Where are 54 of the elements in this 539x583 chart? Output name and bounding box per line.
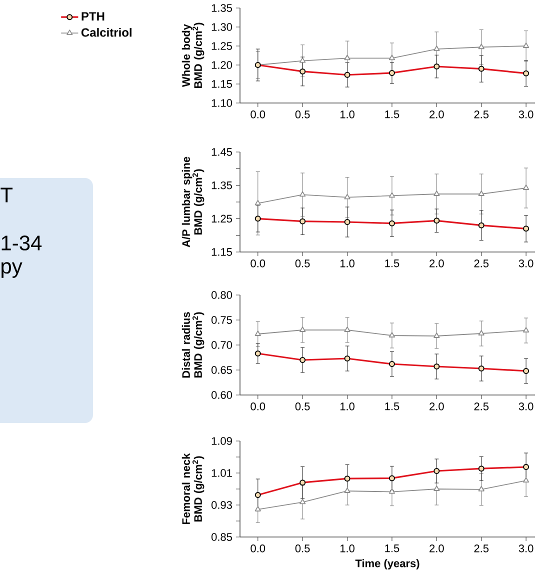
- y-tick-label: 0.80: [211, 291, 232, 299]
- x-tick-label: 0.0: [250, 544, 266, 552]
- y-tick-label: 0.75: [211, 316, 232, 324]
- text: T: [0, 188, 13, 202]
- x-tick-label: 3.0: [518, 110, 534, 118]
- x-axis-title: Time (years): [355, 559, 420, 570]
- x-tick-label: 3.0: [518, 544, 534, 552]
- y-tick-label: 1.20: [212, 61, 232, 69]
- y-tick-label: 0.60: [211, 391, 232, 399]
- y-tick-label: 1.45: [212, 148, 232, 156]
- legend-label: Calcitriol: [81, 28, 132, 37]
- y-tick-label: 1.15: [212, 80, 232, 88]
- y-tick-label: 0.65: [211, 366, 232, 374]
- x-tick-label: 0.0: [250, 260, 266, 268]
- y-tick-label: 1.09: [212, 437, 232, 445]
- y-tick-label: 1.35: [212, 181, 232, 190]
- y-axis-title: Whole body BMD (g/cm$^{2}$): [182, 22, 204, 88]
- x-tick-label: 1.0: [340, 402, 354, 410]
- x-tick-label: 1.5: [385, 260, 400, 268]
- x-tick-label: 1.0: [340, 260, 354, 268]
- x-tick-label: 3.0: [518, 260, 534, 268]
- x-tick-label: 2.5: [474, 544, 489, 552]
- x-tick-label: 3.0: [518, 402, 534, 410]
- x-tick-label: 2.5: [474, 260, 489, 268]
- y-tick-label: 0.85: [211, 533, 232, 541]
- y-tick-label: 1.25: [212, 42, 232, 50]
- x-tick-label: 2.5: [474, 402, 489, 410]
- x-tick-label: 1.5: [385, 110, 400, 118]
- y-tick-label: 1.15: [212, 248, 232, 256]
- x-tick-label: 1.5: [385, 402, 400, 410]
- x-tick-label: 2.0: [430, 402, 444, 410]
- x-tick-label: 0.5: [295, 260, 310, 268]
- x-tick-label: 2.0: [430, 110, 444, 118]
- text: 1-34: [2, 236, 42, 250]
- x-tick-label: 0.0: [250, 402, 266, 410]
- y-tick-label: 1.01: [212, 469, 232, 477]
- y-tick-label: 1.10: [212, 99, 232, 107]
- x-tick-label: 2.5: [474, 110, 489, 118]
- x-tick-label: 1.0: [340, 110, 354, 118]
- x-tick-label: 0.5: [295, 402, 310, 410]
- x-tick-label: 0.5: [295, 544, 310, 552]
- x-tick-label: 2.0: [430, 260, 444, 268]
- x-tick-label: 0.0: [250, 110, 266, 118]
- y-tick-label: 1.35: [212, 4, 232, 12]
- legend-label: PTH: [82, 12, 104, 20]
- x-tick-label: 0.5: [295, 110, 310, 118]
- y-tick-label: 0.93: [211, 501, 232, 509]
- text: py: [2, 262, 22, 278]
- y-tick-label: 1.30: [212, 23, 232, 31]
- x-tick-label: 1.5: [385, 544, 400, 552]
- x-tick-label: 1.0: [340, 544, 354, 552]
- y-tick-label: 0.70: [211, 341, 232, 349]
- y-tick-label: 1.25: [212, 214, 232, 223]
- x-tick-label: 2.0: [430, 544, 444, 552]
